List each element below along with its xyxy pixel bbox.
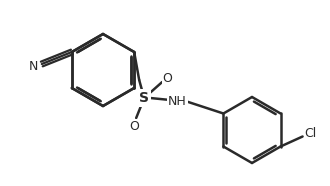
Text: S: S [139, 91, 149, 105]
Text: Cl: Cl [305, 127, 317, 140]
Text: NH: NH [168, 95, 186, 108]
Text: O: O [162, 73, 172, 86]
Text: O: O [129, 119, 139, 132]
Text: N: N [29, 60, 39, 73]
